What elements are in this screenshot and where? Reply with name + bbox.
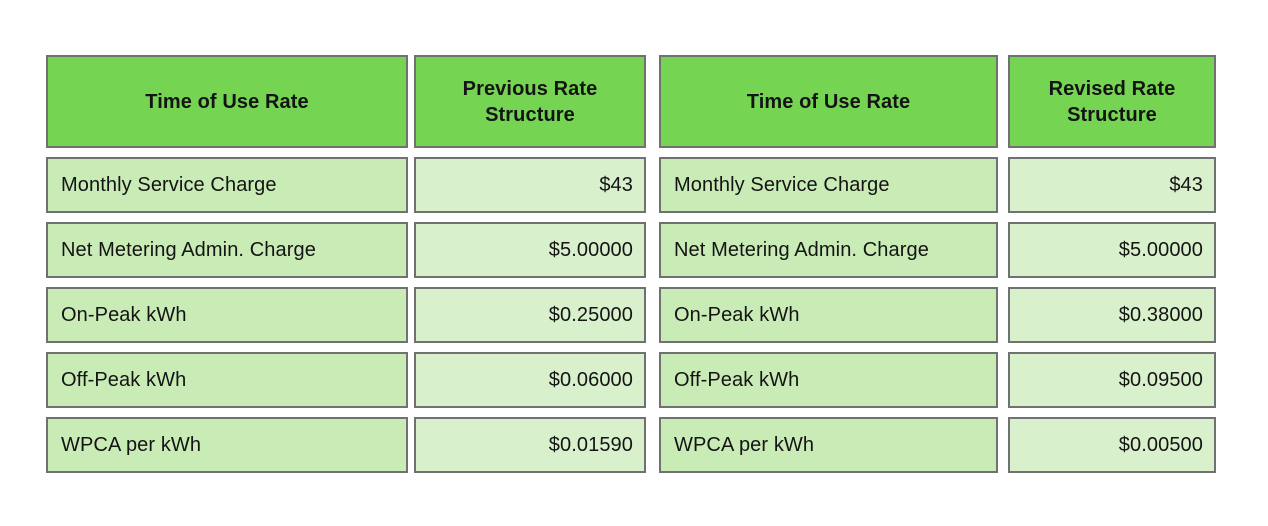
row-value-off-peak-kwh: $0.06000: [414, 352, 646, 408]
row-label-on-peak-kwh: On-Peak kWh: [46, 287, 408, 343]
row-label-monthly-service-charge: Monthly Service Charge: [46, 157, 408, 213]
row-value-on-peak-kwh: $0.38000: [1008, 287, 1216, 343]
row-label-off-peak-kwh: Off-Peak kWh: [46, 352, 408, 408]
row-value-wpca-per-kwh: $0.01590: [414, 417, 646, 473]
row-label-wpca-per-kwh: WPCA per kWh: [659, 417, 998, 473]
row-value-net-metering-admin-charge: $5.00000: [414, 222, 646, 278]
header-cell-time-of-use-rate: Time of Use Rate: [659, 55, 998, 148]
row-label-net-metering-admin-charge: Net Metering Admin. Charge: [46, 222, 408, 278]
row-value-monthly-service-charge: $43: [414, 157, 646, 213]
row-value-monthly-service-charge: $43: [1008, 157, 1216, 213]
row-value-wpca-per-kwh: $0.00500: [1008, 417, 1216, 473]
revised-rate-table: Time of Use Rate Revised Rate Structure …: [659, 55, 1216, 473]
row-label-net-metering-admin-charge: Net Metering Admin. Charge: [659, 222, 998, 278]
row-value-net-metering-admin-charge: $5.00000: [1008, 222, 1216, 278]
previous-rate-table: Time of Use Rate Previous Rate Structure…: [46, 55, 646, 473]
header-cell-previous-rate-structure: Previous Rate Structure: [414, 55, 646, 148]
header-cell-revised-rate-structure: Revised Rate Structure: [1008, 55, 1216, 148]
header-cell-time-of-use-rate: Time of Use Rate: [46, 55, 408, 148]
row-label-wpca-per-kwh: WPCA per kWh: [46, 417, 408, 473]
row-label-on-peak-kwh: On-Peak kWh: [659, 287, 998, 343]
row-value-off-peak-kwh: $0.09500: [1008, 352, 1216, 408]
row-label-monthly-service-charge: Monthly Service Charge: [659, 157, 998, 213]
row-value-on-peak-kwh: $0.25000: [414, 287, 646, 343]
row-label-off-peak-kwh: Off-Peak kWh: [659, 352, 998, 408]
